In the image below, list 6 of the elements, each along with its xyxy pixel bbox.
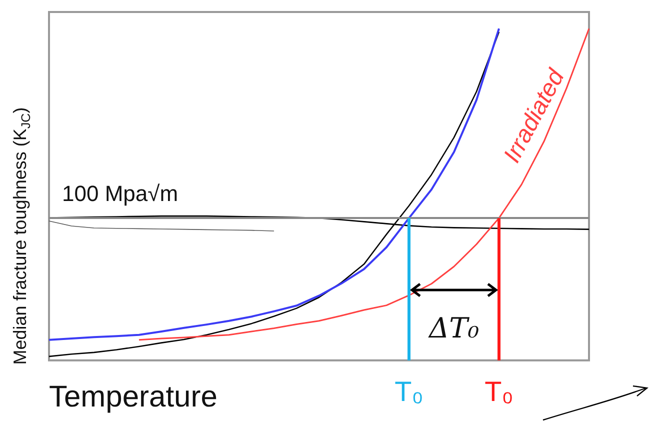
x-axis-title: Temperature bbox=[49, 380, 218, 414]
x-tick-label: T₀ bbox=[394, 376, 424, 407]
annotation: ΔT₀ bbox=[428, 312, 480, 345]
x-tick-label: T₀ bbox=[484, 376, 514, 407]
y-axis-title: Median fracture toughness (KJC) bbox=[10, 107, 33, 365]
ref-line-label: 100 Mpa√m bbox=[62, 181, 178, 206]
